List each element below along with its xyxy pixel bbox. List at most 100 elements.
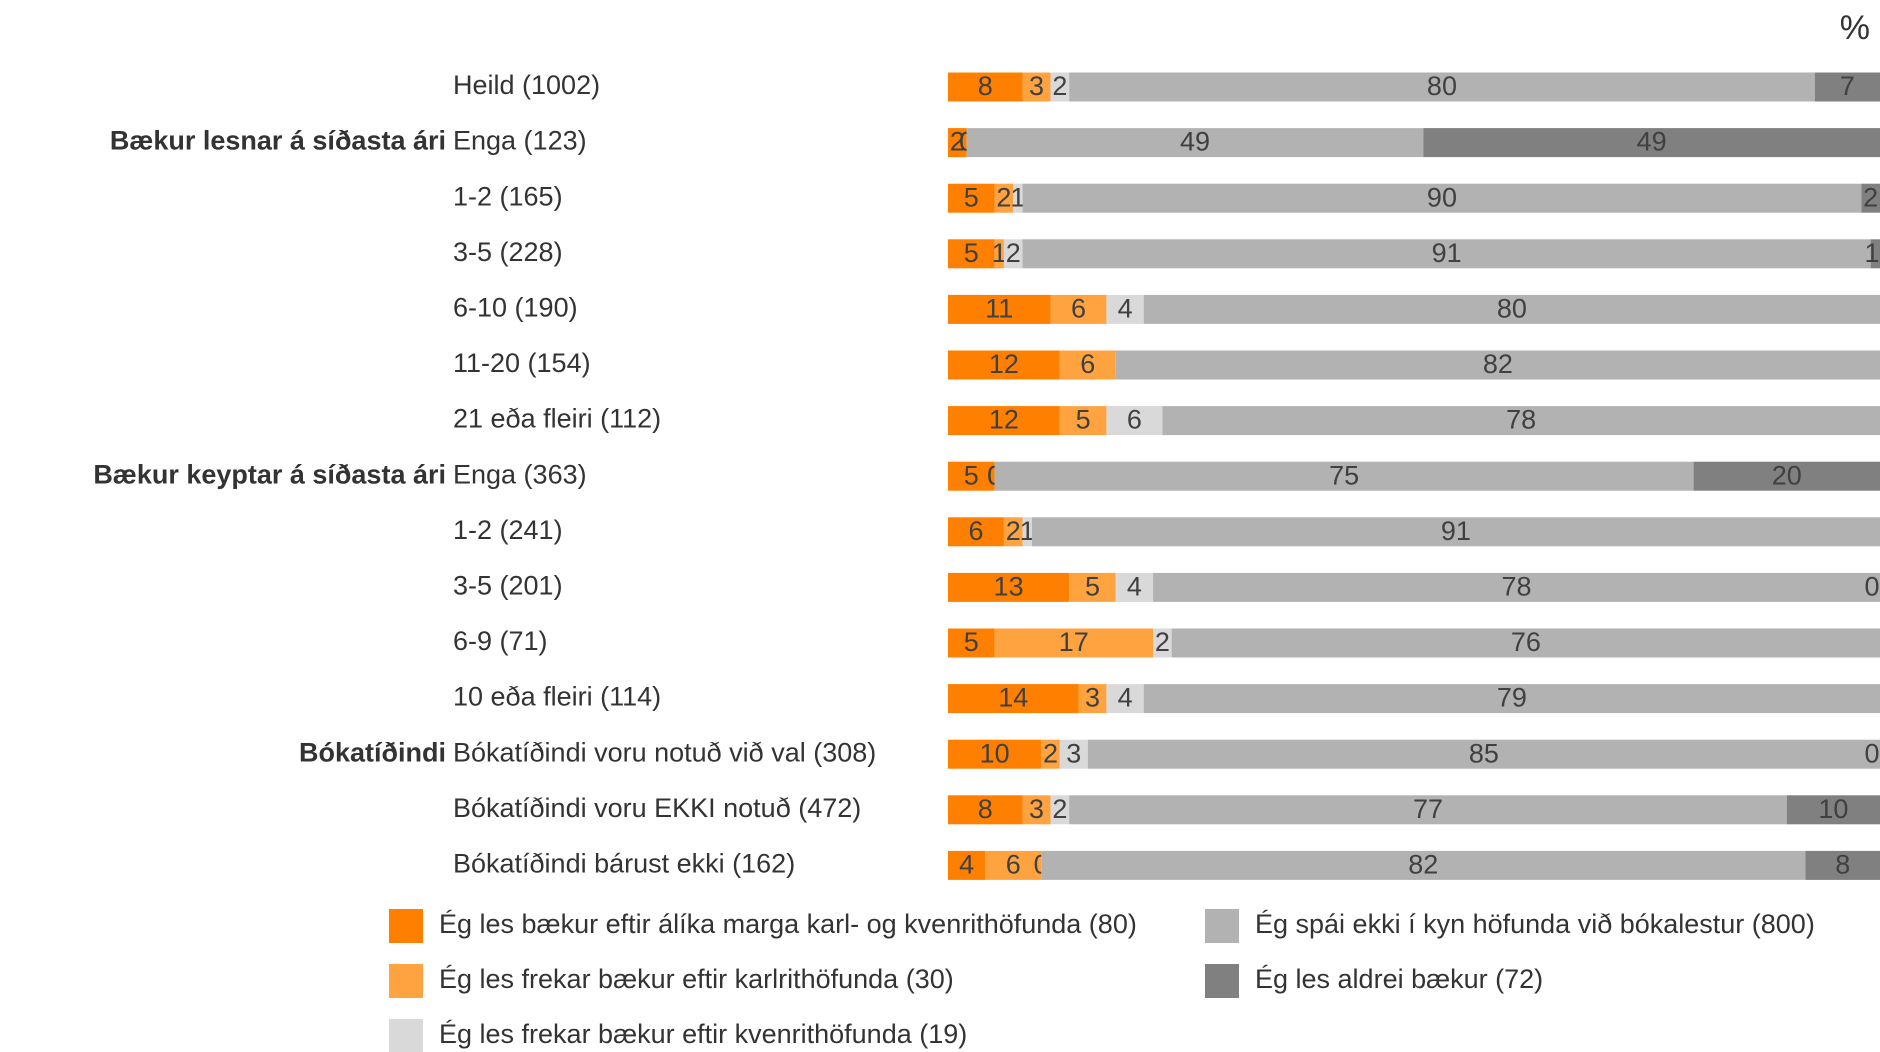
value-label: 6	[1080, 349, 1095, 379]
bar-segment	[1022, 517, 1032, 547]
legend-swatch	[389, 909, 423, 943]
value-label: 8	[1835, 850, 1850, 880]
bar-segment	[948, 572, 1070, 602]
value-label: 12	[989, 349, 1019, 379]
value-label: 2	[1052, 794, 1067, 824]
value-label: 10	[1818, 794, 1848, 824]
bar-segment	[948, 350, 1060, 380]
bar-segment	[948, 517, 1004, 547]
value-label: 20	[1772, 460, 1802, 490]
bar-segment	[948, 461, 995, 491]
value-label: 4	[1118, 294, 1133, 324]
value-label: 7	[1840, 71, 1855, 101]
value-label: 5	[1085, 572, 1100, 602]
bar-segment	[966, 128, 1424, 158]
legend-label: Ég spái ekki í kyn höfunda við bókalestu…	[1255, 909, 1815, 939]
bar-segment	[948, 850, 986, 880]
category-label: 6-10 (190)	[453, 293, 578, 323]
legend-label: Ég les aldrei bækur (72)	[1255, 964, 1543, 994]
value-label: 3	[1085, 683, 1100, 713]
bar-segment	[1022, 795, 1051, 825]
bar-segment	[1861, 183, 1880, 213]
value-label: 4	[959, 850, 974, 880]
value-label: 76	[1511, 627, 1541, 657]
value-label: 1	[1020, 516, 1035, 546]
value-label: 2	[1006, 516, 1021, 546]
bar-segment	[1106, 684, 1144, 714]
value-label: 1	[992, 238, 1007, 268]
value-label: 8	[978, 794, 993, 824]
bar-segment	[1153, 572, 1880, 602]
bar-segment	[1013, 183, 1023, 213]
value-label: 2	[1863, 182, 1878, 212]
category-label: Enga (363)	[453, 459, 587, 489]
value-label: 78	[1501, 572, 1531, 602]
category-label: 10 eða fleiri (114)	[453, 682, 661, 712]
value-label: 3	[1029, 794, 1044, 824]
bar-segment	[994, 183, 1014, 213]
category-label: Bókatíðindi voru notuð við val (308)	[453, 737, 876, 767]
bar-segment	[1050, 795, 1070, 825]
value-label: 90	[1427, 182, 1457, 212]
value-label: 6	[1006, 850, 1021, 880]
value-label: 2	[1052, 71, 1067, 101]
value-label: 6	[1127, 405, 1142, 435]
bar-segment	[1069, 572, 1116, 602]
value-label: 5	[964, 460, 979, 490]
bar-segment	[1162, 406, 1880, 436]
legend-swatch	[1205, 964, 1239, 998]
bar-segment	[948, 72, 1023, 102]
bar-segment	[1143, 294, 1880, 324]
bar-segment	[1814, 72, 1880, 102]
bar-segment	[948, 684, 1079, 714]
value-label: 75	[1329, 460, 1359, 490]
value-label: 49	[1637, 127, 1667, 157]
value-label: 14	[998, 683, 1028, 713]
bar-segment	[985, 850, 1042, 880]
category-label: Enga (123)	[453, 126, 587, 156]
bar-segment	[1805, 850, 1880, 880]
legend-swatch	[389, 964, 423, 998]
value-label: 3	[1066, 738, 1081, 768]
value-label: 80	[1497, 294, 1527, 324]
value-label: 79	[1497, 683, 1527, 713]
value-label: 91	[1441, 516, 1471, 546]
bar-segment	[1786, 795, 1880, 825]
value-label: 5	[1076, 405, 1091, 435]
bar-segment	[948, 628, 995, 658]
value-label: 77	[1413, 794, 1443, 824]
bar-segment	[1041, 850, 1806, 880]
bar-segment	[1078, 684, 1107, 714]
value-label: 2	[1155, 627, 1170, 657]
bar-segment	[1106, 294, 1144, 324]
value-label: 5	[964, 238, 979, 268]
group-label: Bækur lesnar á síðasta ári	[110, 126, 446, 156]
value-label: 1	[1010, 182, 1025, 212]
bar-segment	[948, 183, 995, 213]
value-label: 82	[1408, 850, 1438, 880]
legend-swatch	[1205, 909, 1239, 943]
bar-segment	[1143, 684, 1880, 714]
legend-label: Ég les bækur eftir álíka marga karl- og …	[439, 909, 1137, 939]
bar-segment	[948, 739, 1042, 769]
bar-segment	[1022, 239, 1871, 269]
legend-swatch	[389, 1019, 423, 1052]
value-label: 85	[1469, 738, 1499, 768]
category-label: Bókatíðindi bárust ekki (162)	[453, 849, 795, 879]
bar-segment	[994, 461, 1694, 491]
value-label: 2	[996, 182, 1011, 212]
bar-segment	[1050, 72, 1070, 102]
value-label: 6	[1071, 294, 1086, 324]
legend-label: Ég les frekar bækur eftir karlrithöfunda…	[439, 964, 954, 994]
bar-segment	[1059, 406, 1107, 436]
value-label: 5	[964, 627, 979, 657]
value-label: 4	[1118, 683, 1133, 713]
bar-segment	[1050, 294, 1107, 324]
bar-segment	[994, 628, 1154, 658]
legend-label: Ég les frekar bækur eftir kvenrithöfunda…	[439, 1019, 967, 1049]
category-label: Heild (1002)	[453, 70, 600, 100]
value-label: 3	[1029, 71, 1044, 101]
bar-segment	[1153, 628, 1172, 658]
value-label: 80	[1427, 71, 1457, 101]
